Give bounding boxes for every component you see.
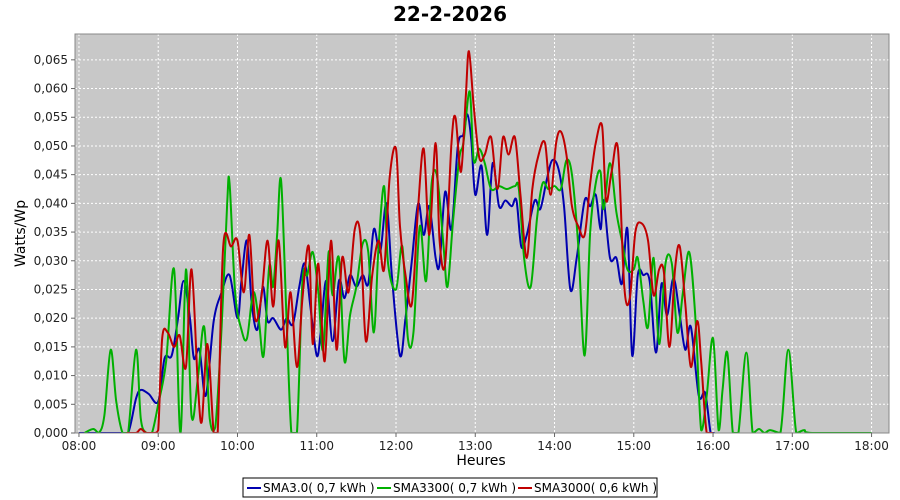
legend: SMA3.0( 0,7 kWh ) SMA3300( 0,7 kWh ) SMA30… <box>242 477 658 498</box>
y-tick-label: 0,005 <box>34 397 68 411</box>
x-tick-label: 12:00 <box>379 439 414 453</box>
series-layer <box>78 50 872 433</box>
series-line-1 <box>84 90 872 433</box>
x-tick-label: 16:00 <box>696 439 731 453</box>
x-tick-label: 13:00 <box>458 439 493 453</box>
y-tick-label: 0,030 <box>34 254 68 268</box>
y-axis: 0,000 0,005 0,010 0,015 0,020 0,025 0,030 0,035… <box>34 53 75 440</box>
x-tick-label: 10:00 <box>220 439 255 453</box>
y-tick-label: 0,045 <box>34 168 68 182</box>
legend-box <box>242 477 658 498</box>
y-tick-label: 0,050 <box>34 139 68 153</box>
y-tick-label: 0,020 <box>34 311 68 325</box>
legend-label: SMA3.0( 0,7 kWh ) <box>263 481 375 495</box>
x-axis: 08:00 09:00 10:00 11:00 12:00 13:00 14:00 15:00… <box>62 433 889 453</box>
y-tick-label: 0,010 <box>34 369 68 383</box>
x-tick-label: 15:00 <box>616 439 651 453</box>
legend-label: SMA3300( 0,7 kWh ) <box>393 481 516 495</box>
y-tick-label: 0,065 <box>34 53 68 67</box>
x-tick-label: 18:00 <box>854 439 889 453</box>
x-tick-label: 09:00 <box>141 439 176 453</box>
legend-label: SMA3000( 0,6 kWh ) <box>534 481 657 495</box>
y-tick-label: 0,000 <box>34 426 68 440</box>
y-tick-label: 0,040 <box>34 196 68 210</box>
y-axis-label: Watts/Wp <box>13 200 29 267</box>
y-tick-label: 0,035 <box>34 225 68 239</box>
chart-title: 22-2-2026 <box>393 2 507 26</box>
plot-frame <box>74 33 890 434</box>
series-line-2 <box>126 50 714 433</box>
y-tick-label: 0,015 <box>34 340 68 354</box>
x-tick-label: 17:00 <box>775 439 810 453</box>
x-axis-label: Heures <box>456 453 505 469</box>
x-tick-label: 11:00 <box>299 439 334 453</box>
grid <box>75 34 889 434</box>
x-tick-label: 08:00 <box>62 439 97 453</box>
y-tick-label: 0,025 <box>34 282 68 296</box>
x-tick-label: 14:00 <box>537 439 572 453</box>
y-tick-label: 0,055 <box>34 110 68 124</box>
plot-area <box>75 34 889 433</box>
y-tick-label: 0,060 <box>34 82 68 96</box>
